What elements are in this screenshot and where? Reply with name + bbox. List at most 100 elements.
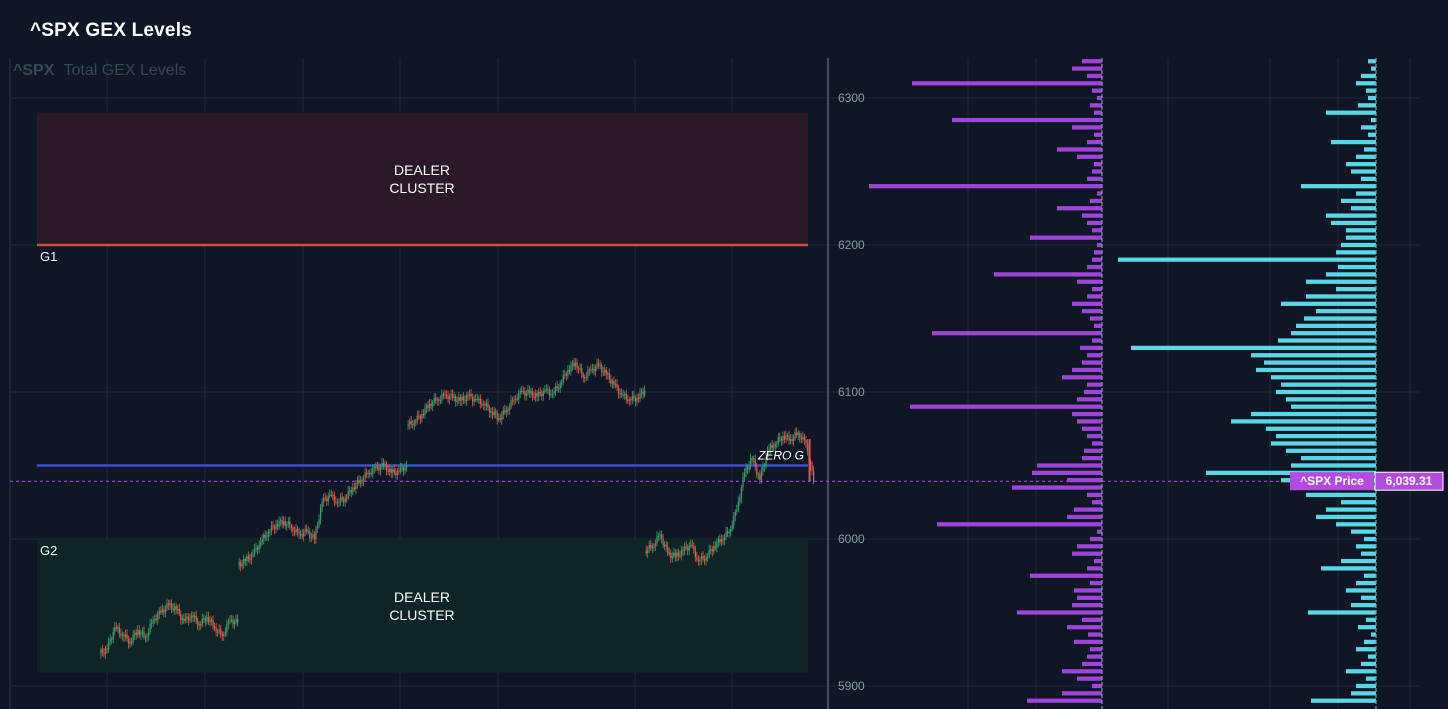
candle-body: [367, 472, 369, 475]
put-gex-bar: [994, 272, 1102, 277]
chart-labels: DEALER CLUSTER DEALER CLUSTER G1 ZERO G G2 ^SPX…: [40, 162, 1444, 623]
candle-body: [435, 397, 437, 401]
candle-body: [782, 436, 784, 441]
put-gex-bar: [1087, 433, 1102, 439]
candle-body: [561, 382, 563, 384]
put-gex-bar: [1072, 301, 1102, 306]
candle-body: [677, 552, 680, 556]
candle-body: [647, 548, 649, 554]
put-gex-bar: [1062, 375, 1102, 380]
candle-body: [628, 399, 630, 401]
call-gex-bar: [1361, 661, 1376, 667]
put-gex-bar: [1097, 95, 1102, 101]
candle-body: [115, 627, 117, 629]
candle-body: [756, 467, 758, 475]
candle-body: [439, 399, 442, 402]
candle-body: [315, 528, 317, 539]
candle-body: [805, 440, 807, 444]
candle-body-last: [808, 439, 811, 482]
call-gex-bar: [1351, 529, 1376, 534]
candle-body: [318, 519, 320, 526]
call-gex-bar: [1364, 639, 1376, 645]
candle-body: [402, 467, 405, 471]
put-gex-bar: [1077, 397, 1102, 402]
candle-body: [309, 531, 311, 538]
put-gex-bar: [1087, 176, 1102, 181]
candle-body: [502, 410, 505, 415]
candle-body: [341, 497, 343, 501]
candle-body: [582, 374, 584, 378]
candle-body: [373, 466, 376, 469]
candle-body: [252, 553, 254, 555]
candle-body: [198, 624, 200, 626]
candle-body: [192, 615, 194, 618]
candle-body: [518, 393, 520, 400]
candle-body: [140, 632, 142, 635]
candle-body: [664, 544, 666, 546]
candle-body: [455, 396, 457, 402]
candle-body: [760, 471, 763, 481]
put-gex-bar: [1032, 470, 1102, 475]
candle-body: [553, 391, 555, 394]
candle-body: [249, 558, 251, 560]
put-gex-bar: [1087, 492, 1102, 498]
candle-body: [581, 368, 583, 375]
candle-body: [387, 470, 389, 473]
candle-body: [565, 374, 568, 376]
candle-body: [716, 542, 718, 549]
candle-body: [671, 556, 673, 558]
candle-body: [656, 536, 658, 544]
candle-body: [548, 389, 551, 396]
candle-body: [100, 649, 102, 654]
call-gex-bar: [1368, 59, 1376, 64]
candle-body: [218, 629, 220, 632]
candle-body: [793, 436, 795, 442]
candle-body: [584, 377, 586, 379]
candle-body: [491, 411, 494, 416]
put-gex-bar: [1062, 691, 1102, 696]
candle-body: [193, 615, 196, 618]
candle-body: [135, 632, 137, 636]
candle-body: [627, 399, 629, 401]
candle-body: [753, 458, 755, 460]
candle-body: [624, 393, 626, 396]
candle-body: [310, 537, 313, 539]
candle-body: [241, 564, 243, 567]
candle-body: [144, 637, 147, 639]
candle-body: [788, 435, 790, 441]
candle-body: [481, 404, 483, 406]
candle-body: [141, 631, 144, 633]
put-gex-bar: [1092, 683, 1102, 689]
candle-body: [307, 531, 309, 533]
candle-body: [104, 648, 107, 655]
put-gex-bar: [1082, 617, 1102, 622]
candle-body: [662, 538, 664, 546]
candle-body: [430, 403, 432, 407]
candle-body: [293, 530, 296, 533]
candle-body: [409, 420, 411, 425]
put-gex-bar: [1082, 426, 1102, 431]
put-gex-bar: [1092, 286, 1102, 292]
candle-body: [757, 474, 760, 476]
candle-body: [505, 409, 508, 413]
candle-body: [316, 525, 319, 529]
call-gex-bar: [1336, 522, 1376, 527]
call-gex-bar: [1351, 691, 1376, 696]
call-gex-bar: [1278, 338, 1376, 343]
call-gex-bar: [1371, 117, 1376, 123]
candle-body: [332, 494, 334, 496]
candle-body: [289, 521, 291, 527]
candle-body: [590, 369, 592, 371]
put-gex-bar: [1084, 389, 1102, 395]
put-gex-bar: [1087, 294, 1102, 299]
put-gex-bar: [1092, 441, 1102, 446]
call-gex-bar: [1331, 139, 1376, 145]
put-gex-bar: [1097, 191, 1102, 196]
candle-body: [496, 413, 498, 420]
candle-body: [811, 465, 813, 472]
candle-body: [699, 560, 701, 562]
candle-body: [441, 394, 443, 400]
put-gex-bar: [1092, 338, 1102, 343]
call-gex-bar: [1358, 103, 1376, 108]
candle-body: [235, 619, 237, 622]
